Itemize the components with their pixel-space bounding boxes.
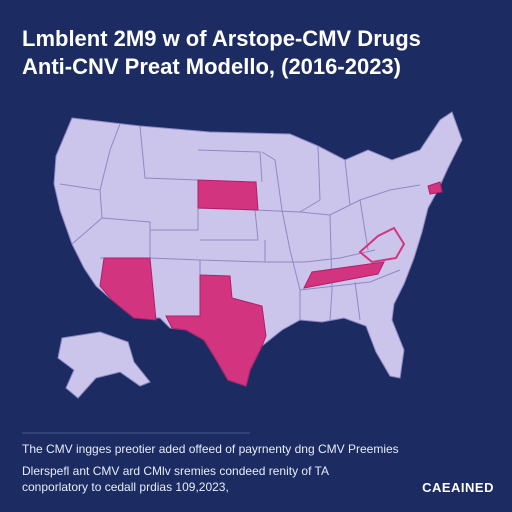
title: Lmblent 2M9 w of Arstope-CMV Drugs <box>22 26 421 51</box>
texas <box>165 274 267 387</box>
tennessee <box>303 261 385 289</box>
subtitle: Anti-CNV Preat Modello, (2016-2023) <box>22 54 401 79</box>
state-borders <box>59 123 421 321</box>
caption: conporlatory to cedall prdias 109,2023, <box>22 480 229 494</box>
logo: CAEAINED <box>422 480 494 495</box>
arizona <box>99 257 157 321</box>
connecticut <box>427 181 443 195</box>
caption: Dlerspefl ant CMV ard CMlv sremies conde… <box>22 464 330 478</box>
highlighted-states <box>99 179 443 387</box>
caption: The CMV ingges preotier aded offeed of p… <box>22 442 399 456</box>
south-dakota <box>197 179 259 211</box>
alaska <box>57 331 151 399</box>
virginia-outline <box>358 226 406 264</box>
